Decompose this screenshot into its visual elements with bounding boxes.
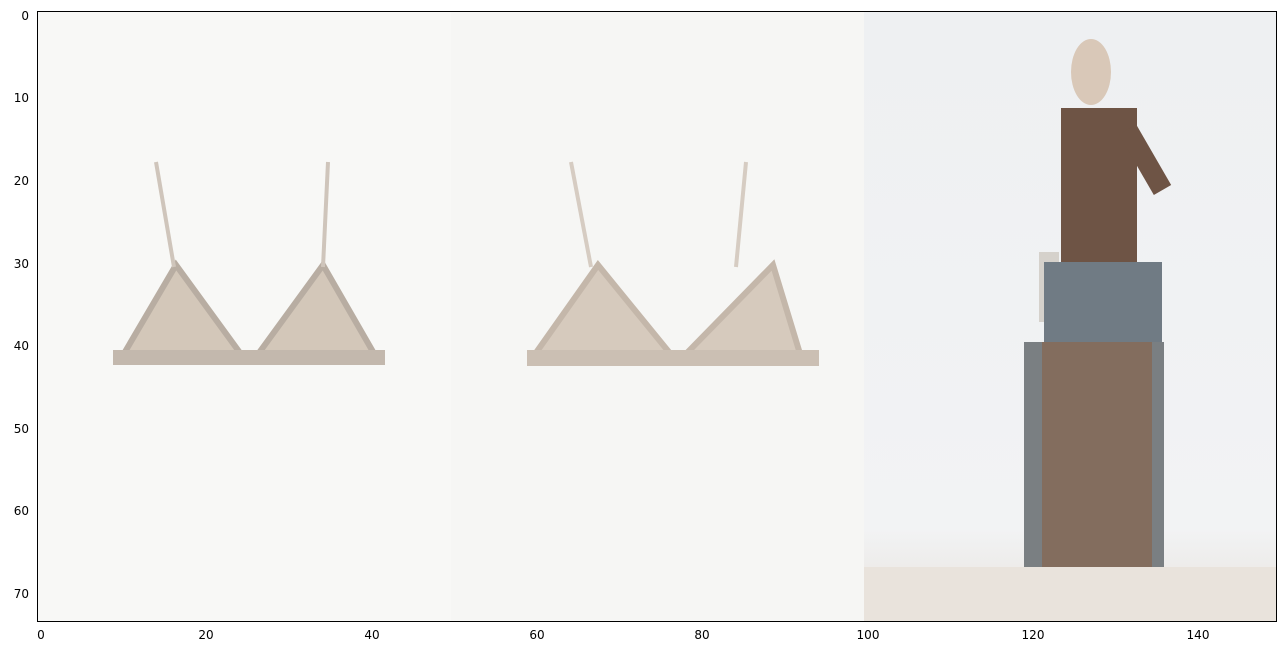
bra-product-image-2 [451, 12, 864, 621]
x-tick-label: 40 [364, 628, 380, 642]
bra-illustration-2 [527, 161, 819, 366]
model-outfit-image [864, 12, 1276, 621]
y-tick-label: 20 [13, 174, 29, 188]
y-tick-label: 60 [13, 504, 29, 518]
bra-illustration-1 [113, 161, 385, 365]
y-tick-label: 0 [21, 9, 29, 23]
y-tick-label: 40 [13, 339, 29, 353]
x-tick-label: 140 [1186, 628, 1210, 642]
y-tick-label: 50 [13, 422, 29, 436]
model-figure [864, 39, 1276, 621]
y-tick-label: 30 [13, 257, 29, 271]
x-tick-label: 0 [37, 628, 45, 642]
y-tick-label: 10 [13, 91, 29, 105]
x-tick-label: 80 [694, 628, 710, 642]
y-tick-label: 70 [13, 587, 29, 601]
x-tick-label: 20 [198, 628, 214, 642]
x-tick-label: 100 [856, 628, 880, 642]
bra-product-image-1 [38, 12, 451, 621]
x-tick-label: 120 [1021, 628, 1045, 642]
image-plot-area [37, 11, 1277, 622]
x-tick-label: 60 [529, 628, 545, 642]
